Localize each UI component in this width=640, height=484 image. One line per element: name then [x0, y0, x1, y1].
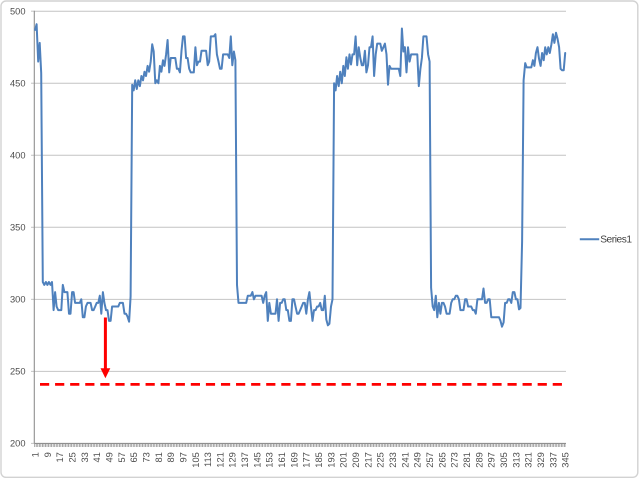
svg-text:177: 177 [302, 452, 312, 468]
svg-text:200: 200 [10, 439, 26, 449]
svg-text:209: 209 [351, 452, 361, 468]
svg-text:233: 233 [388, 452, 398, 468]
svg-text:500: 500 [10, 7, 26, 17]
svg-text:350: 350 [10, 223, 26, 233]
svg-text:273: 273 [450, 452, 460, 468]
svg-text:337: 337 [548, 452, 558, 468]
svg-text:297: 297 [487, 452, 497, 468]
svg-text:105: 105 [191, 452, 201, 468]
svg-text:145: 145 [252, 452, 262, 468]
svg-text:97: 97 [178, 452, 188, 462]
svg-text:250: 250 [10, 367, 26, 377]
svg-text:289: 289 [474, 452, 484, 468]
svg-text:265: 265 [437, 452, 447, 468]
svg-text:400: 400 [10, 151, 26, 161]
svg-text:225: 225 [376, 452, 386, 468]
svg-text:185: 185 [314, 452, 324, 468]
svg-text:9: 9 [43, 452, 53, 457]
svg-text:129: 129 [228, 452, 238, 468]
svg-text:1: 1 [31, 452, 41, 457]
svg-text:Series1: Series1 [600, 235, 632, 246]
svg-text:281: 281 [462, 452, 472, 468]
svg-text:217: 217 [363, 452, 373, 468]
svg-text:57: 57 [117, 452, 127, 462]
svg-text:345: 345 [561, 452, 571, 468]
svg-text:321: 321 [524, 452, 534, 468]
svg-text:241: 241 [400, 452, 410, 468]
svg-text:153: 153 [265, 452, 275, 468]
svg-text:169: 169 [289, 452, 299, 468]
svg-text:257: 257 [425, 452, 435, 468]
svg-text:161: 161 [277, 452, 287, 468]
svg-text:81: 81 [154, 452, 164, 462]
svg-text:113: 113 [203, 452, 213, 467]
svg-text:313: 313 [511, 452, 521, 468]
svg-text:49: 49 [104, 452, 114, 462]
svg-text:249: 249 [413, 452, 423, 468]
svg-text:41: 41 [92, 452, 102, 462]
svg-text:33: 33 [80, 452, 90, 462]
svg-text:73: 73 [141, 452, 151, 462]
svg-text:450: 450 [10, 79, 26, 89]
svg-text:300: 300 [10, 295, 26, 305]
svg-text:329: 329 [536, 452, 546, 468]
svg-text:17: 17 [55, 452, 65, 462]
svg-text:25: 25 [68, 452, 78, 462]
svg-text:193: 193 [326, 452, 336, 468]
svg-text:201: 201 [339, 452, 349, 468]
svg-text:137: 137 [240, 452, 250, 468]
svg-text:121: 121 [215, 452, 225, 468]
svg-text:89: 89 [166, 452, 176, 462]
svg-text:305: 305 [499, 452, 509, 468]
svg-text:65: 65 [129, 452, 139, 462]
